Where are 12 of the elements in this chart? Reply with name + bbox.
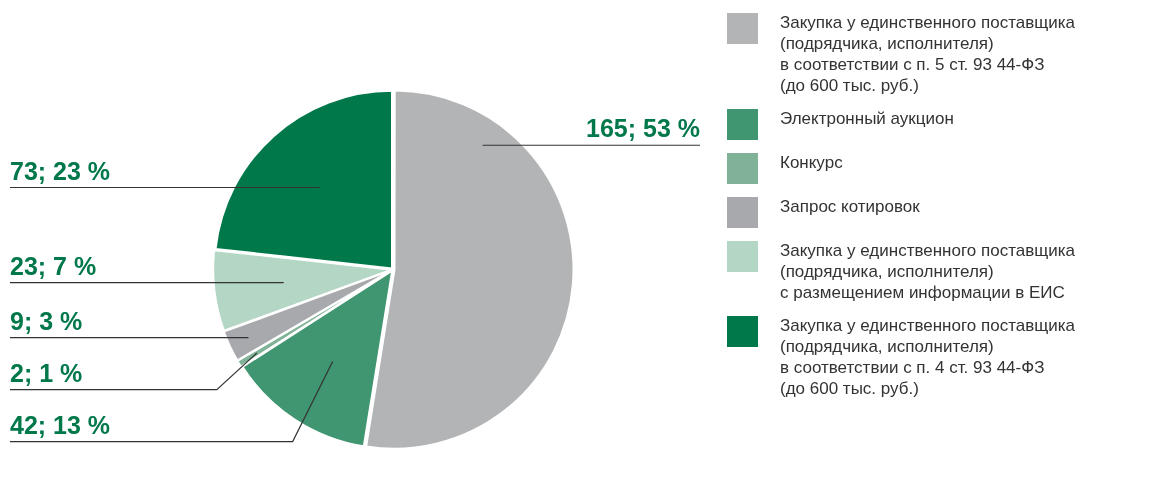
- data-label: 23; 7 %: [10, 251, 97, 280]
- legend-label: Закупка у единственного поставщика (подрядчика, исполнителя) в соответствии с п. 5 ст. 93 44-ФЗ (до 600 тыс. руб.): [780, 12, 1075, 96]
- legend-label: Запрос котировок: [780, 196, 920, 217]
- data-label: 42; 13 %: [10, 410, 111, 439]
- legend-label: Закупка у единственного поставщика (подрядчика, исполнителя) в соответствии с п. 4 ст. 93 44-ФЗ (до 600 тыс. руб.): [780, 315, 1075, 399]
- legend-label: Конкурс: [780, 152, 843, 173]
- data-label: 165; 53 %: [586, 114, 700, 143]
- legend-label: Закупка у единственного поставщика (подрядчика, исполнителя) с размещением информации в ЕИС: [780, 240, 1075, 303]
- legend-label: Электронный аукцион: [780, 108, 954, 129]
- data-label: 2; 1 %: [10, 358, 83, 387]
- data-label: 9; 3 %: [10, 306, 83, 335]
- data-label: 73; 23 %: [10, 156, 111, 185]
